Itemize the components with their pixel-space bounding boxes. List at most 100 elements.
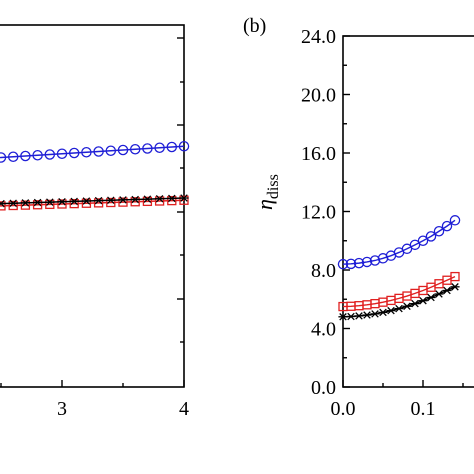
panel-a-series-2-point-15 bbox=[118, 196, 128, 204]
panel-b-label: (b) bbox=[243, 15, 266, 37]
panel-b-series-2-point-10 bbox=[418, 296, 428, 305]
panel-a-series-2-point-11 bbox=[69, 197, 79, 206]
y-tick-label-5: 20.0 bbox=[301, 85, 336, 107]
panel-a-series-1-point-7 bbox=[20, 200, 31, 210]
panel-a-series-1-point-20 bbox=[179, 195, 189, 205]
panel-a-series-1-point-13 bbox=[93, 198, 104, 208]
panel-a-series-0-point-15 bbox=[117, 144, 129, 156]
panel-a-series-2-point-5 bbox=[0, 199, 6, 208]
y-tick-label-1: 4.0 bbox=[311, 319, 336, 341]
panel-a-series-2-point-12 bbox=[81, 197, 91, 205]
y-tick-label-6: 24.0 bbox=[301, 26, 336, 48]
panel-a-series-1-point-11 bbox=[69, 198, 79, 209]
panel-b-series-0-point-0 bbox=[337, 258, 349, 270]
panel-b-series-0-point-3 bbox=[361, 256, 373, 268]
panel-b-series-2-point-8 bbox=[402, 302, 412, 311]
panel-a-series-2-point-20 bbox=[179, 194, 189, 202]
panel-a-series-0-point-14 bbox=[105, 145, 117, 156]
panel-a-series-1-point-9 bbox=[45, 199, 55, 210]
panel-a-series-2-point-16 bbox=[130, 195, 140, 204]
panel-a-series-0-point-10 bbox=[56, 148, 68, 159]
panel-a-series-2-point-6 bbox=[8, 199, 18, 208]
panel-b-frame bbox=[342, 35, 474, 388]
a-x-tick-label-1: 4 bbox=[179, 398, 189, 420]
y-axis-label: ηdiss bbox=[252, 174, 282, 210]
panel-b-series-0-point-14 bbox=[449, 215, 461, 226]
panel-b-series-2-point-9 bbox=[410, 299, 420, 308]
panel-b-series-0-line bbox=[342, 219, 456, 265]
panel-a-series-2-point-9 bbox=[45, 198, 55, 206]
panel-a-series-0-point-19 bbox=[166, 141, 178, 153]
panel-a-series-2-point-8 bbox=[33, 198, 43, 207]
panel-b-series-2-point-11 bbox=[426, 293, 436, 302]
x-tick-label-1: 0.1 bbox=[411, 398, 436, 420]
panel-a-series-0-point-8 bbox=[32, 149, 43, 161]
panel-b-series-0-point-11 bbox=[425, 231, 437, 242]
y-axis-label-symbol: η bbox=[252, 199, 277, 210]
panel-b-series-2-point-12 bbox=[434, 290, 444, 298]
panel-a-series-2-point-10 bbox=[57, 197, 67, 206]
panel-a-frame bbox=[0, 24, 185, 388]
panel-a-series-2-point-17 bbox=[142, 195, 152, 203]
panel-a-series-0-point-11 bbox=[68, 147, 80, 159]
panel-a-series-0-point-17 bbox=[142, 143, 153, 154]
panel-b-series-0-point-10 bbox=[417, 235, 429, 246]
panel-a-series-0-point-18 bbox=[154, 142, 165, 153]
panel-a-series-0-point-5 bbox=[0, 152, 7, 163]
panel-b-series-2-point-1 bbox=[346, 312, 356, 321]
panel-b-series-2-point-6 bbox=[386, 306, 396, 315]
panel-a-series-2-point-13 bbox=[94, 196, 104, 205]
panel-a-series-1-point-16 bbox=[130, 197, 140, 207]
panel-a-series bbox=[0, 140, 190, 211]
y-axis-label-subscript: diss bbox=[265, 174, 282, 199]
panel-a-series-1-point-18 bbox=[154, 196, 165, 206]
panel-b-series-2-point-5 bbox=[378, 308, 388, 317]
x-tick-label-0: 0.0 bbox=[331, 398, 356, 420]
panel-b-series-2-point-13 bbox=[442, 286, 452, 295]
a-x-tick-label-0: 3 bbox=[57, 398, 67, 420]
panel-b-series-2-point-4 bbox=[370, 310, 380, 318]
panel-a-series-1-point-14 bbox=[106, 197, 116, 208]
panel-a-series-2-point-18 bbox=[155, 194, 165, 203]
panel-a-series-1-point-12 bbox=[81, 198, 92, 208]
panel-a-series-1-point-8 bbox=[32, 200, 43, 210]
panel-a-series-0-point-9 bbox=[44, 149, 56, 160]
panel-a-series-1-point-17 bbox=[142, 196, 153, 207]
y-tick-label-4: 16.0 bbox=[301, 143, 336, 165]
panel-b-series-2-point-3 bbox=[362, 311, 372, 319]
panel-b: (b) ηdiss 0.04.08.012.016.020.024.00.0 0.… bbox=[243, 15, 474, 420]
panel-a-series-0-point-12 bbox=[81, 146, 92, 158]
panel-b-series-0-point-9 bbox=[409, 239, 421, 251]
y-tick-label-3: 12.0 bbox=[301, 202, 336, 224]
panel-b-series-2-point-14 bbox=[450, 283, 460, 291]
panel-a-series-0-line bbox=[0, 145, 185, 159]
panel-b-series-2-point-2 bbox=[354, 312, 364, 320]
y-tick-label-2: 8.0 bbox=[311, 260, 336, 282]
panel-a-series-1-point-6 bbox=[8, 200, 18, 211]
panel-b-series-1-line bbox=[342, 275, 456, 308]
panel-b-series-0-point-12 bbox=[433, 225, 445, 237]
panel-a-series-2-point-7 bbox=[20, 199, 30, 207]
panel-a-series-0-point-16 bbox=[129, 143, 141, 155]
panel-b-series-2-point-0 bbox=[338, 313, 348, 321]
panel-a-series-2-point-19 bbox=[167, 194, 177, 203]
panel-b-series-0-point-2 bbox=[353, 257, 365, 269]
panel-b-series-0-point-4 bbox=[369, 255, 381, 266]
panel-a-series-0-point-6 bbox=[7, 151, 19, 162]
panel-a-series-1-point-5 bbox=[0, 201, 6, 211]
panel-a-series-0-point-7 bbox=[20, 150, 31, 162]
panel-a-series-2-point-14 bbox=[106, 196, 116, 205]
panel-b-ticks: 0.0 4.0 8.0 12.0 16.0 20.0 24.0 0.0 0.1 bbox=[301, 26, 464, 420]
panel-a-series-0-point-13 bbox=[93, 146, 104, 157]
panel-b-series-1-point-14 bbox=[450, 271, 460, 282]
panel-b-series bbox=[337, 215, 461, 321]
panel-b-series-2-point-7 bbox=[394, 304, 404, 313]
panel-a-series-0-point-20 bbox=[178, 140, 190, 152]
panel-b-series-0-point-13 bbox=[441, 220, 453, 232]
panel-a-series-1-point-19 bbox=[167, 195, 177, 206]
panel-a-series-1-point-15 bbox=[118, 197, 128, 207]
panel-a-series-1-point-10 bbox=[57, 199, 67, 209]
